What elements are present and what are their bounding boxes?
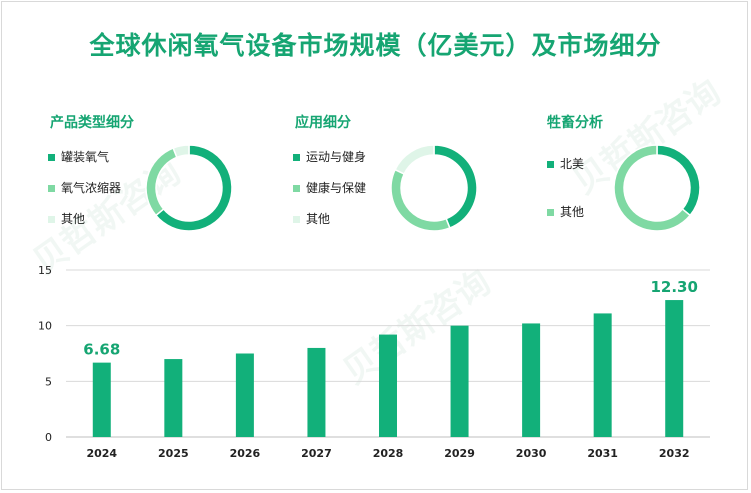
x-tick-label: 2025 (158, 447, 189, 460)
bar (92, 362, 111, 437)
bar (307, 347, 326, 437)
y-tick-label: 10 (38, 320, 52, 333)
legend-label: 健康与保健 (306, 181, 367, 195)
legend-swatch (48, 184, 55, 192)
donut-slice (172, 144, 190, 159)
product-type-legend: 罐装氧气 氧气浓缩器 其他 (48, 150, 121, 226)
x-tick-label: 2028 (373, 447, 404, 460)
donut-slice (394, 144, 435, 175)
x-tick-label: 2031 (587, 447, 618, 460)
legend-label: 氧气浓缩器 (61, 181, 122, 195)
legend-label: 其他 (560, 205, 585, 219)
donut-slice (390, 168, 451, 232)
legend-label: 运动与健身 (306, 150, 367, 164)
legend-item: 其他 (547, 205, 584, 219)
legend-item: 氧气浓缩器 (48, 181, 121, 195)
legend-item: 运动与健身 (293, 150, 366, 164)
bar (450, 325, 469, 437)
legend-label: 北美 (560, 157, 585, 171)
y-tick-label: 15 (38, 264, 52, 277)
y-tick-label: 5 (45, 375, 52, 388)
legend-swatch (547, 160, 554, 168)
donut-slice (433, 144, 478, 229)
x-tick-label: 2030 (516, 447, 547, 460)
page-title: 全球休闲氧气设备市场规模（亿美元）及市场细分 (89, 31, 662, 60)
legend-label: 罐装氧气 (61, 150, 110, 164)
legend-label: 其他 (306, 212, 331, 226)
donut-slice (613, 144, 692, 232)
legend-swatch (293, 153, 300, 161)
x-tick-label: 2026 (230, 447, 261, 460)
data-label: 6.68 (83, 341, 120, 359)
product-type-title: 产品类型细分 (50, 115, 134, 131)
legend-item: 健康与保健 (293, 181, 366, 195)
legend-swatch (293, 215, 300, 223)
x-tick-label: 2032 (659, 447, 690, 460)
data-label: 12.30 (650, 278, 697, 296)
legend-item: 罐装氧气 (48, 150, 121, 164)
y-tick-label: 0 (45, 431, 52, 444)
application-legend: 运动与健身 健康与保健 其他 (293, 150, 366, 226)
x-tick-label: 2027 (301, 447, 332, 460)
livestock-title: 牲畜分析 (547, 115, 603, 131)
x-tick-label: 2029 (444, 447, 475, 460)
bar (235, 353, 254, 437)
bar (665, 300, 684, 437)
bar (593, 313, 612, 437)
legend-item: 其他 (48, 212, 121, 226)
livestock-legend: 北美 其他 (547, 157, 584, 219)
legend-item: 北美 (547, 157, 584, 171)
x-tick-label: 2024 (86, 447, 117, 460)
bar (164, 359, 183, 437)
legend-swatch (48, 153, 55, 161)
bar (522, 323, 541, 437)
legend-swatch (48, 215, 55, 223)
legend-label: 其他 (61, 212, 86, 226)
donut-slice (145, 147, 178, 217)
legend-swatch (293, 184, 300, 192)
legend-swatch (547, 208, 554, 216)
application-title: 应用细分 (295, 115, 351, 131)
legend-item: 其他 (293, 212, 366, 226)
donut-slice (656, 144, 701, 217)
bar (379, 334, 397, 437)
